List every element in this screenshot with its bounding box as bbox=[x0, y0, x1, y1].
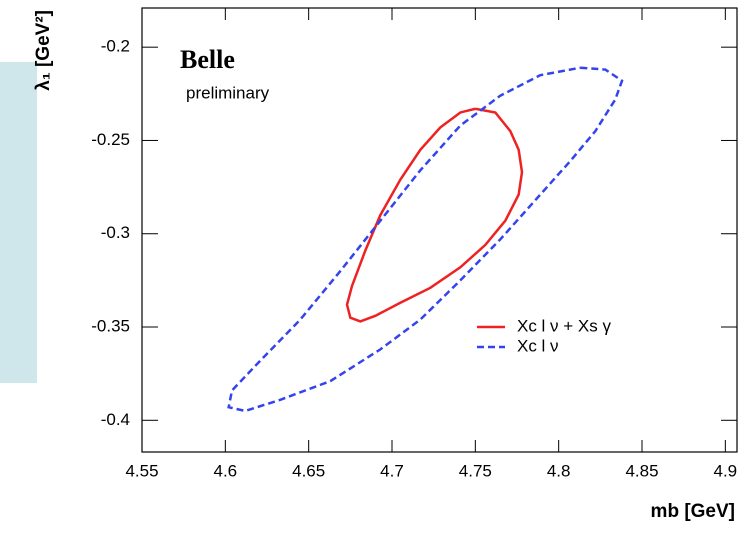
contour-line bbox=[227, 66, 624, 413]
contour-line bbox=[345, 107, 524, 323]
x-tick-label: 4.65 bbox=[292, 461, 325, 480]
x-tick-label: 4.85 bbox=[625, 461, 658, 480]
x-tick-label: 4.7 bbox=[380, 461, 404, 480]
annotation: preliminary bbox=[186, 83, 270, 102]
x-tick-label: 4.9 bbox=[714, 461, 738, 480]
y-tick-label: -0.2 bbox=[101, 37, 130, 56]
y-tick-label: -0.4 bbox=[101, 410, 130, 429]
x-tick-label: 4.75 bbox=[459, 461, 492, 480]
annotation: Belle bbox=[180, 45, 235, 74]
legend-label: Xc l ν + Xs γ bbox=[517, 316, 611, 335]
y-tick-label: -0.25 bbox=[91, 130, 130, 149]
side-panel bbox=[0, 62, 37, 383]
y-axis-label: λ₁ [GeV²] bbox=[33, 10, 54, 91]
legend-label: Xc l ν bbox=[517, 336, 559, 355]
x-tick-label: 4.55 bbox=[125, 461, 158, 480]
y-tick-label: -0.3 bbox=[101, 223, 130, 242]
x-tick-label: 4.6 bbox=[214, 461, 238, 480]
y-tick-label: -0.35 bbox=[91, 316, 130, 335]
x-tick-label: 4.8 bbox=[547, 461, 571, 480]
x-axis-label: mb [GeV] bbox=[651, 501, 735, 522]
plot-frame bbox=[141, 7, 738, 453]
